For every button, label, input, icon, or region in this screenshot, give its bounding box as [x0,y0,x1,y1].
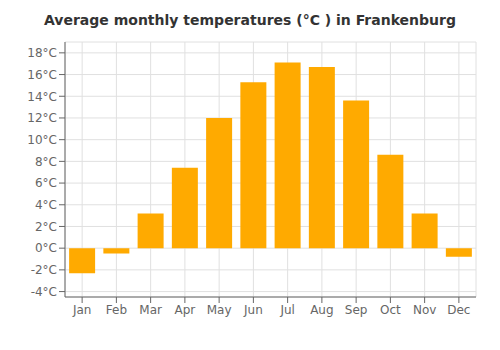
svg-text:Aug: Aug [310,303,333,317]
svg-text:18°C: 18°C [27,46,57,60]
svg-text:14°C: 14°C [27,90,57,104]
svg-text:Apr: Apr [174,303,195,317]
svg-text:16°C: 16°C [27,68,57,82]
svg-text:Oct: Oct [380,303,401,317]
svg-text:10°C: 10°C [27,133,57,147]
svg-text:May: May [207,303,232,317]
svg-text:Jul: Jul [279,303,294,317]
svg-text:Sep: Sep [345,303,368,317]
svg-text:Dec: Dec [447,303,470,317]
svg-text:Jan: Jan [72,303,92,317]
svg-text:-2°C: -2°C [31,263,57,277]
html-text:Average monthly temperatures (: Average monthly temperatures (°C ) in Fr… [44,12,456,28]
svg-text:12°C: 12°C [27,111,57,125]
svg-text:8°C: 8°C [35,155,57,169]
svg-text:4°C: 4°C [35,198,57,212]
svg-text:Nov: Nov [413,303,436,317]
svg-text:0°C: 0°C [35,241,57,255]
svg-text:Feb: Feb [106,303,127,317]
svg-text:2°C: 2°C [35,220,57,234]
svg-text:6°C: 6°C [35,176,57,190]
svg-text:-4°C: -4°C [31,285,57,299]
svg-text:Mar: Mar [139,303,162,317]
svg-text:Jun: Jun [243,303,263,317]
